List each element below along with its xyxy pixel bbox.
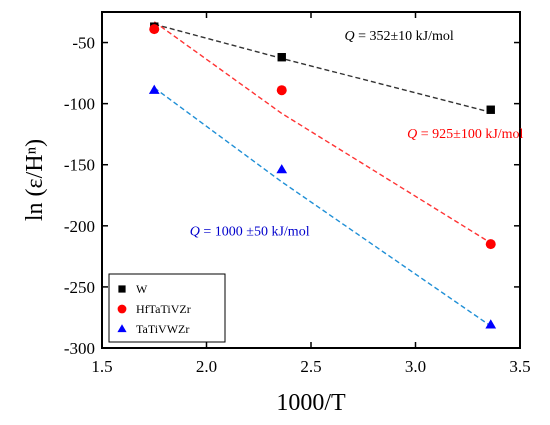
legend-label-w: W: [136, 282, 148, 296]
legend-marker-w: [118, 285, 126, 293]
y-tick-label: -250: [64, 278, 95, 297]
data-point-tativwzr: [485, 319, 497, 329]
y-tick-label: -200: [64, 217, 95, 236]
x-tick-label: 1.5: [91, 357, 112, 376]
legend-label-tativwzr: TaTiVWZr: [136, 322, 189, 336]
x-tick-label: 2.5: [300, 357, 321, 376]
x-tick-label: 3.5: [509, 357, 530, 376]
legend-marker-hftativzr: [117, 304, 127, 314]
data-points: [148, 22, 497, 329]
x-tick-label: 2.0: [196, 357, 217, 376]
y-tick-label: -150: [64, 156, 95, 175]
data-point-tativwzr: [148, 84, 160, 94]
y-tick-label: -300: [64, 339, 95, 358]
y-tick-label: -100: [64, 95, 95, 114]
legend: W HfTaTiVZr TaTiVWZr: [108, 273, 226, 343]
fit-line-hftativzr: [153, 21, 492, 244]
annotation-w: Q = 352±10 kJ/mol: [344, 29, 453, 44]
fit-line-tativwzr: [153, 87, 492, 327]
x-tick-label: 3.0: [405, 357, 426, 376]
y-axis-label: ln (ε/Hⁿ): [22, 139, 48, 221]
legend-box: [108, 273, 226, 343]
data-point-w: [277, 53, 286, 62]
data-point-hftativzr: [485, 239, 496, 250]
legend-label-hftativzr: HfTaTiVZr: [136, 302, 191, 316]
y-tick-label: -50: [72, 34, 95, 53]
data-point-hftativzr: [149, 24, 160, 35]
legend-marker-tativwzr: [117, 324, 127, 333]
annotations: Q = 352±10 kJ/mol Q = 925±100 kJ/mol Q = 1…: [190, 29, 524, 239]
annotation-hftativzr: Q = 925±100 kJ/mol: [407, 127, 523, 142]
data-point-tativwzr: [276, 164, 288, 174]
x-axis-label: 1000/T: [276, 390, 346, 416]
legend-markers: [117, 285, 127, 333]
data-point-w: [486, 105, 495, 114]
annotation-tativwzr: Q = 1000 ±50 kJ/mol: [190, 225, 310, 240]
axis-ticks: 1.5 2.0 2.5 3.0 3.5 -300 -250 -200 -150 -100 -50: [64, 12, 531, 376]
data-point-hftativzr: [276, 85, 287, 96]
